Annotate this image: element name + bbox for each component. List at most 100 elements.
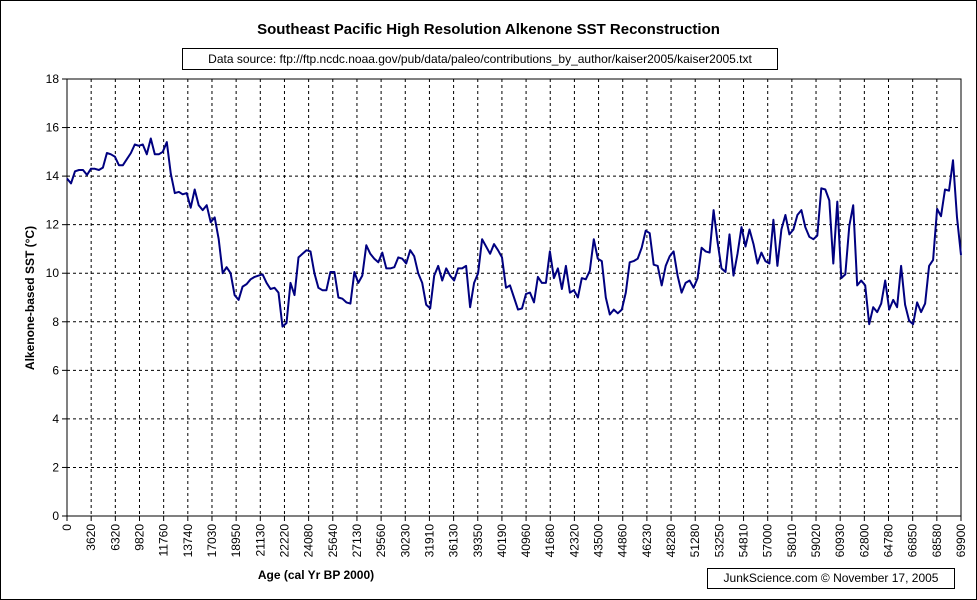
- sst-data-point: [198, 204, 200, 206]
- sst-data-point: [948, 190, 950, 192]
- sst-data-point: [90, 168, 92, 170]
- sst-data-point: [234, 294, 236, 296]
- sst-data-point: [740, 226, 743, 228]
- y-tick-label: 10: [46, 266, 60, 280]
- y-tick-label: 8: [52, 315, 59, 329]
- sst-data-point: [505, 287, 507, 289]
- sst-data-point: [285, 322, 288, 324]
- sst-data-point: [178, 191, 180, 193]
- sst-data-point: [473, 282, 475, 284]
- sst-data-point: [138, 145, 140, 147]
- sst-data-point: [242, 286, 244, 288]
- sst-data-point: [162, 151, 164, 153]
- sst-data-point: [206, 204, 208, 206]
- sst-data-point: [317, 287, 319, 289]
- x-tick-label: 53250: [712, 524, 726, 558]
- sst-data-point: [118, 164, 120, 166]
- sst-data-point: [369, 253, 371, 255]
- sst-data-point: [924, 303, 926, 305]
- sst-data-point: [565, 265, 567, 267]
- x-axis-title: Age (cal Yr BP 2000): [258, 568, 374, 582]
- x-tick-label: 40960: [519, 524, 533, 558]
- sst-data-point: [589, 270, 591, 272]
- x-tick-label: 6320: [108, 524, 122, 551]
- sst-data-point: [541, 282, 543, 284]
- sst-data-point: [230, 272, 232, 274]
- sst-data-point: [772, 219, 775, 221]
- x-tick-label: 25640: [326, 524, 340, 558]
- sst-data-point: [932, 259, 934, 261]
- y-axis-ticks: 0 2 4 6 8 10 12 14 16 18: [46, 72, 67, 523]
- sst-data-point: [912, 323, 914, 325]
- sst-data-point: [677, 275, 679, 277]
- sst-data-point: [868, 323, 870, 325]
- x-tick-label: 54810: [737, 524, 751, 558]
- x-tick-label: 60930: [833, 524, 847, 558]
- x-tick-label: 39350: [471, 524, 485, 558]
- sst-data-point: [182, 193, 184, 195]
- sst-data-point: [86, 174, 88, 176]
- x-tick-label: 0: [60, 524, 74, 531]
- sst-data-point: [333, 271, 335, 273]
- sst-data-point: [744, 245, 747, 248]
- sst-data-point: [768, 262, 771, 265]
- sst-data-point: [154, 153, 156, 155]
- sst-data-point: [760, 252, 763, 254]
- sst-data-point: [784, 214, 787, 216]
- y-tick-label: 12: [46, 218, 60, 232]
- x-tick-label: 21130: [253, 524, 267, 557]
- sst-data-point: [621, 309, 623, 311]
- sst-data-point: [293, 294, 296, 296]
- sst-data-point: [301, 253, 304, 255]
- sst-data-point: [633, 260, 635, 262]
- sst-data-point: [681, 292, 683, 294]
- sst-data-point: [82, 169, 84, 171]
- sst-data-point: [126, 158, 128, 160]
- sst-data-point: [309, 250, 312, 252]
- sst-data-point: [305, 249, 308, 251]
- sst-data-point: [609, 313, 611, 316]
- sst-data-point: [114, 156, 116, 158]
- sst-data-point: [365, 244, 367, 246]
- sst-data-point: [457, 267, 459, 269]
- sst-data-point: [808, 236, 810, 238]
- sst-data-point: [732, 275, 735, 277]
- sst-data-point: [665, 265, 667, 267]
- sst-data-point: [202, 209, 204, 211]
- credit-text: JunkScience.com © November 17, 2005: [723, 571, 939, 585]
- sst-data-point: [222, 272, 224, 274]
- sst-data-point: [709, 252, 711, 254]
- x-tick-label: 9820: [132, 524, 146, 551]
- sst-data-point: [238, 299, 240, 301]
- sst-data-point: [449, 275, 451, 277]
- sst-data-point: [341, 298, 343, 300]
- x-tick-label: 42320: [567, 524, 581, 558]
- sst-data-point: [884, 279, 886, 282]
- sst-data-point: [373, 258, 375, 260]
- sst-data-point: [313, 272, 315, 274]
- sst-data-point: [872, 306, 874, 308]
- sst-data-point: [900, 265, 902, 267]
- sst-data-point: [269, 288, 272, 290]
- sst-data-point: [928, 265, 930, 267]
- x-tick-label: 36130: [447, 524, 461, 558]
- y-tick-label: 6: [52, 363, 59, 377]
- sst-data-point: [501, 256, 503, 258]
- sst-data-point: [713, 209, 715, 211]
- sst-data-point: [337, 296, 339, 299]
- x-tick-label: 3620: [84, 524, 98, 551]
- sst-data-point: [425, 304, 427, 306]
- y-tick-label: 14: [46, 169, 60, 183]
- sst-data-point: [553, 277, 555, 279]
- sst-data-point: [529, 292, 531, 294]
- sst-data-point: [916, 301, 918, 303]
- sst-data-point: [764, 260, 767, 262]
- sst-data-point: [876, 311, 878, 313]
- sst-data-point: [661, 284, 663, 286]
- x-tick-label: 62800: [857, 524, 871, 558]
- sst-data-point: [250, 278, 252, 280]
- sst-data-point: [812, 238, 814, 240]
- sst-data-point: [617, 312, 619, 314]
- sst-data-point: [94, 168, 96, 170]
